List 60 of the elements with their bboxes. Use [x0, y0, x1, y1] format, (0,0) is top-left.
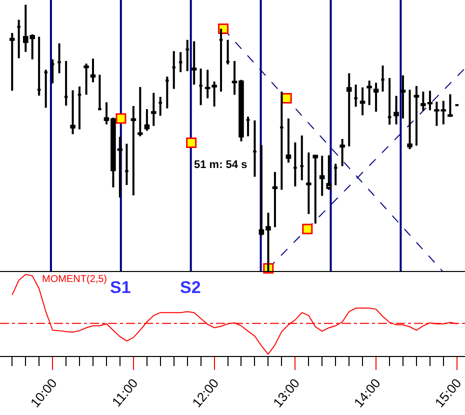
candlestick: [414, 84, 420, 147]
candlestick: [400, 74, 406, 120]
candlestick: [144, 108, 150, 132]
point: [116, 113, 126, 124]
candlestick: [292, 141, 298, 188]
candlestick: [50, 58, 56, 84]
candlestick: [272, 170, 278, 228]
series-label: MOMENT(2,5): [42, 274, 107, 285]
candlestick: [225, 38, 230, 66]
candlestick: [171, 50, 177, 90]
candlestick: [158, 96, 164, 117]
candlestick: [84, 62, 89, 96]
point: [186, 137, 197, 148]
candlestick: [394, 94, 399, 126]
candlestick: [279, 90, 284, 191]
candlestick: [332, 162, 338, 186]
candlestick: [340, 138, 345, 168]
candlestick: [56, 42, 62, 74]
candlestick: [151, 92, 156, 127]
candlestick: [16, 18, 22, 60]
candlestick: [218, 28, 224, 93]
candlestick: [43, 68, 48, 109]
candlestick: [138, 86, 143, 138]
candlestick: [319, 154, 325, 197]
ref-line-label: S2: [180, 278, 201, 297]
candlestick: [245, 116, 251, 138]
candlestick: [90, 58, 96, 84]
candlestick: [124, 142, 130, 186]
candlestick: [198, 68, 204, 106]
candlestick: [373, 82, 379, 113]
candlestick: [36, 36, 42, 97]
candlestick: [386, 77, 392, 126]
candlestick: [9, 32, 15, 92]
candlestick: [353, 84, 358, 108]
candlestick: [326, 154, 332, 191]
candlestick: [407, 88, 412, 150]
candlestick: [184, 38, 190, 72]
candlestick: [70, 89, 76, 136]
candlestick: [76, 86, 82, 130]
candlestick: [252, 119, 258, 178]
candlestick: [346, 72, 352, 148]
candlestick: [312, 154, 318, 225]
candlestick: [63, 60, 69, 107]
candlestick: [299, 134, 305, 182]
candlestick: [366, 80, 372, 106]
candlestick: [97, 74, 102, 112]
candlestick: [178, 51, 184, 74]
point: [281, 92, 292, 104]
candlestick: [191, 40, 197, 86]
candlestick: [306, 152, 312, 216]
candlestick: [448, 93, 453, 118]
point: [302, 224, 313, 234]
candlestick: [380, 64, 386, 93]
candlestick: [286, 117, 292, 164]
candlestick: [360, 86, 366, 116]
candlestick: [164, 76, 170, 110]
candlestick: [454, 103, 460, 107]
annotation: 51 m: 54 s: [194, 159, 248, 171]
candlestick: [130, 104, 136, 196]
ref-line-label: S1: [110, 278, 131, 297]
